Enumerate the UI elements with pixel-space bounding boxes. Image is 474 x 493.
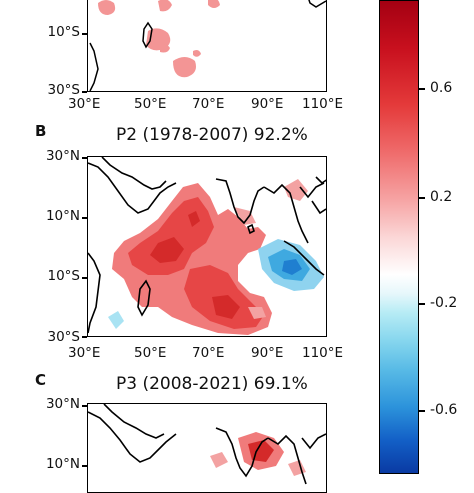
lon-label-b-2: 50°E [134,345,167,361]
lat-label-c-1: 30°N [45,396,80,412]
colorbar-tick-1 [419,88,425,90]
lon-label-a-1: 30°E [68,96,101,112]
coastline-b [88,157,326,334]
lat-label-a-2: 30°S [47,82,81,98]
lat-tick-b-3 [82,277,87,279]
lon-label-a-4: 90°E [251,96,284,112]
colorbar-label-4: -0.6 [430,402,458,418]
map-panel-c [87,403,327,493]
lat-tick-a-1 [82,33,87,35]
colorbar [379,0,419,474]
anomaly-patches-a [98,0,220,78]
lat-label-c-2: 10°N [45,456,80,472]
colorbar-label-2: 0.2 [430,189,453,205]
colorbar-tick-2 [419,197,425,199]
lon-label-b-3: 70°E [192,345,225,361]
colorbar-tick-3 [419,303,425,305]
colorbar-label-1: 0.6 [430,80,453,96]
panel-b-title: P2 (1978-2007) 92.2% [116,125,308,145]
lat-label-b-1: 30°N [45,148,80,164]
lon-label-a-5: 110°E [302,96,344,112]
lat-tick-a-2 [82,91,87,93]
colorbar-tick-4 [419,410,425,412]
lat-label-b-3: 10°S [47,268,81,284]
lat-tick-c-1 [82,405,87,407]
coastline-a [89,0,326,91]
lat-label-b-4: 30°S [47,329,81,345]
lat-label-a-1: 10°S [47,24,81,40]
map-panel-b [87,156,327,337]
lon-label-b-1: 30°E [68,345,101,361]
lat-tick-b-1 [82,157,87,159]
panel-c-letter: C [35,371,47,389]
lon-label-b-4: 90°E [251,345,284,361]
lon-label-a-2: 50°E [134,96,167,112]
map-a-canvas [89,0,326,91]
lat-tick-b-2 [82,217,87,219]
panel-b-letter: B [35,122,47,140]
panel-c-title: P3 (2008-2021) 69.1% [116,374,308,394]
map-panel-a [87,0,327,92]
lon-label-a-3: 70°E [192,96,225,112]
lon-label-b-5: 110°E [302,345,344,361]
map-c-canvas [88,404,326,485]
coastline-c [88,404,326,485]
colorbar-label-3: -0.2 [430,295,458,311]
lat-label-b-2: 10°N [45,208,80,224]
lat-tick-c-2 [82,465,87,467]
anomaly-field-c [210,432,306,476]
map-b-canvas [88,157,326,335]
lat-tick-b-4 [82,336,87,338]
